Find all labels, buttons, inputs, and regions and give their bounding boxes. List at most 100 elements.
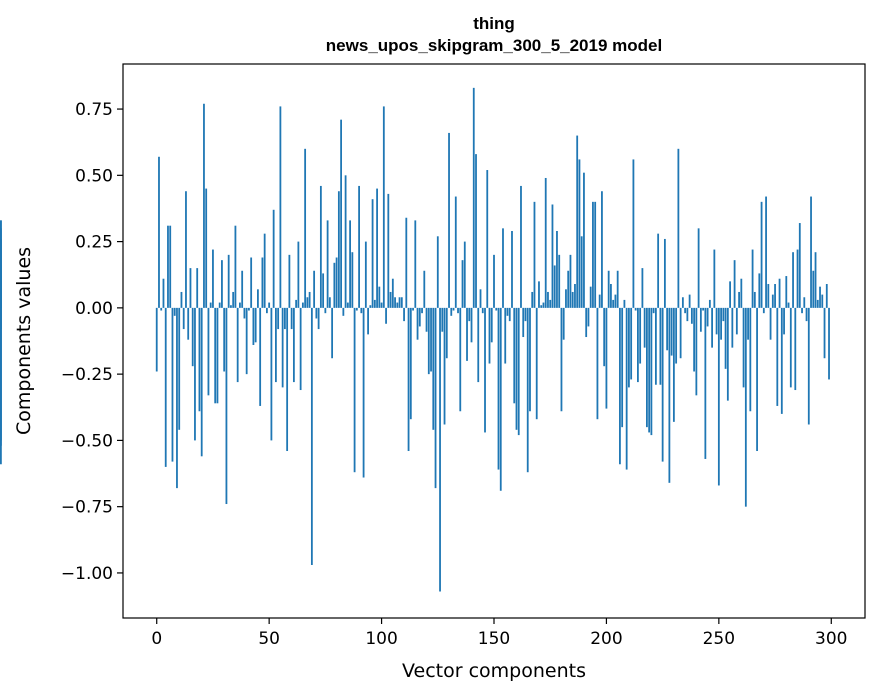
bar-206: [619, 307, 621, 465]
bar-68: [308, 291, 311, 308]
bar-241: [697, 228, 700, 308]
bar-219: [648, 307, 651, 433]
bar-165: [526, 307, 529, 473]
bar-134: [457, 307, 459, 314]
bar-200: [605, 307, 608, 409]
bar-34: [232, 291, 235, 308]
bar-216: [641, 268, 644, 308]
bar-106: [394, 297, 396, 308]
bar-79: [333, 262, 336, 308]
bar-265: [751, 249, 754, 308]
bar-172: [542, 302, 545, 308]
bar-51: [270, 307, 273, 441]
bar-15: [189, 268, 192, 308]
bar-177: [553, 265, 556, 308]
bar-143: [477, 307, 480, 383]
bar-286: [798, 223, 801, 308]
bar-298: [825, 284, 828, 308]
bar-260: [740, 278, 743, 308]
bar-202: [610, 284, 612, 308]
bar-3: [162, 278, 165, 308]
bar-92: [362, 307, 365, 478]
bar-291: [810, 196, 812, 308]
bar-271: [765, 196, 767, 308]
bar-192: [587, 307, 590, 327]
bar-101: [382, 106, 385, 308]
bar-199: [603, 307, 606, 367]
bar-76: [326, 220, 329, 308]
bar-275: [774, 284, 776, 308]
bar-272: [767, 284, 770, 308]
bar-222: [654, 307, 657, 385]
bar-113: [409, 307, 412, 420]
bar-60: [290, 307, 293, 330]
bar-5: [167, 225, 169, 308]
bar-107: [396, 302, 399, 308]
bar-297: [823, 307, 826, 359]
bar-186: [574, 284, 576, 308]
bar-183: [567, 270, 570, 308]
bar-267: [756, 307, 758, 452]
bar-174: [547, 291, 549, 308]
bar-215: [639, 307, 642, 364]
bar-266: [753, 291, 756, 308]
bar-144: [479, 289, 482, 308]
bar-undefined: [0, 220, 2, 308]
bar-185: [571, 291, 574, 308]
bar-251: [720, 307, 722, 340]
bar-38: [241, 270, 244, 308]
bar-122: [430, 307, 432, 372]
x-tick-label: 250: [703, 629, 735, 649]
bars: [0, 87, 830, 592]
bar-229: [670, 307, 673, 356]
bar-232: [677, 148, 680, 308]
bar-238: [690, 307, 693, 324]
bar-258: [735, 307, 738, 335]
bar-283: [792, 252, 794, 308]
bar-240: [695, 307, 698, 396]
y-tick-label: 0.25: [75, 233, 113, 253]
bar-234: [681, 297, 684, 308]
bar-205: [616, 270, 619, 308]
bar-194: [592, 201, 594, 308]
bar-108: [398, 297, 401, 308]
bar-87: [351, 252, 354, 308]
bar-69: [310, 307, 313, 565]
bar-93: [364, 241, 367, 308]
bar-115: [414, 220, 417, 308]
bar-292: [812, 270, 815, 308]
bar-62: [295, 299, 298, 308]
bar-72: [317, 307, 320, 330]
bar-233: [679, 307, 682, 359]
bar-296: [821, 294, 824, 308]
y-tick-label: 0.50: [75, 166, 113, 186]
bar-218: [646, 307, 648, 428]
bar-167: [531, 291, 534, 308]
bar-104: [389, 291, 392, 308]
bar-244: [704, 307, 707, 459]
bar-203: [612, 299, 615, 308]
bar-237: [688, 294, 691, 308]
bar-23: [207, 307, 210, 396]
bar-89: [355, 307, 358, 311]
bar-201: [607, 270, 610, 308]
bar-293: [814, 252, 817, 308]
bar-31: [225, 307, 228, 505]
bar-148: [488, 307, 491, 364]
bar-146: [484, 307, 486, 433]
bar-96: [371, 199, 374, 308]
y-tick-label: −0.50: [61, 431, 113, 451]
bar-126: [439, 307, 441, 592]
bar-105: [391, 278, 394, 308]
bar-157: [508, 307, 511, 322]
bar-32: [227, 254, 230, 308]
bar-248: [713, 249, 716, 308]
bar-156: [506, 307, 509, 316]
bar-116: [416, 307, 419, 340]
bar-24: [209, 302, 212, 308]
bar-125: [436, 236, 439, 308]
bar-41: [248, 307, 250, 311]
bar-196: [596, 307, 599, 420]
bar-90: [358, 185, 360, 308]
